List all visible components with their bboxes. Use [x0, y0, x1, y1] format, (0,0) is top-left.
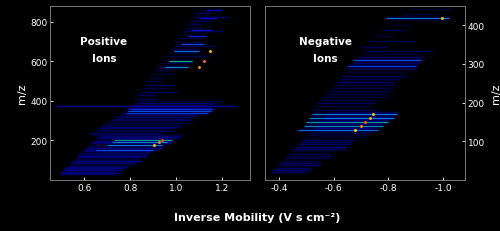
Y-axis label: m/z: m/z — [17, 83, 27, 104]
Text: Negative: Negative — [299, 36, 352, 47]
Y-axis label: m/z: m/z — [490, 83, 500, 104]
Text: Ions: Ions — [313, 54, 338, 64]
Text: Positive: Positive — [80, 36, 128, 47]
Text: Ions: Ions — [92, 54, 116, 64]
Text: Inverse Mobility (V s cm⁻²): Inverse Mobility (V s cm⁻²) — [174, 212, 340, 222]
